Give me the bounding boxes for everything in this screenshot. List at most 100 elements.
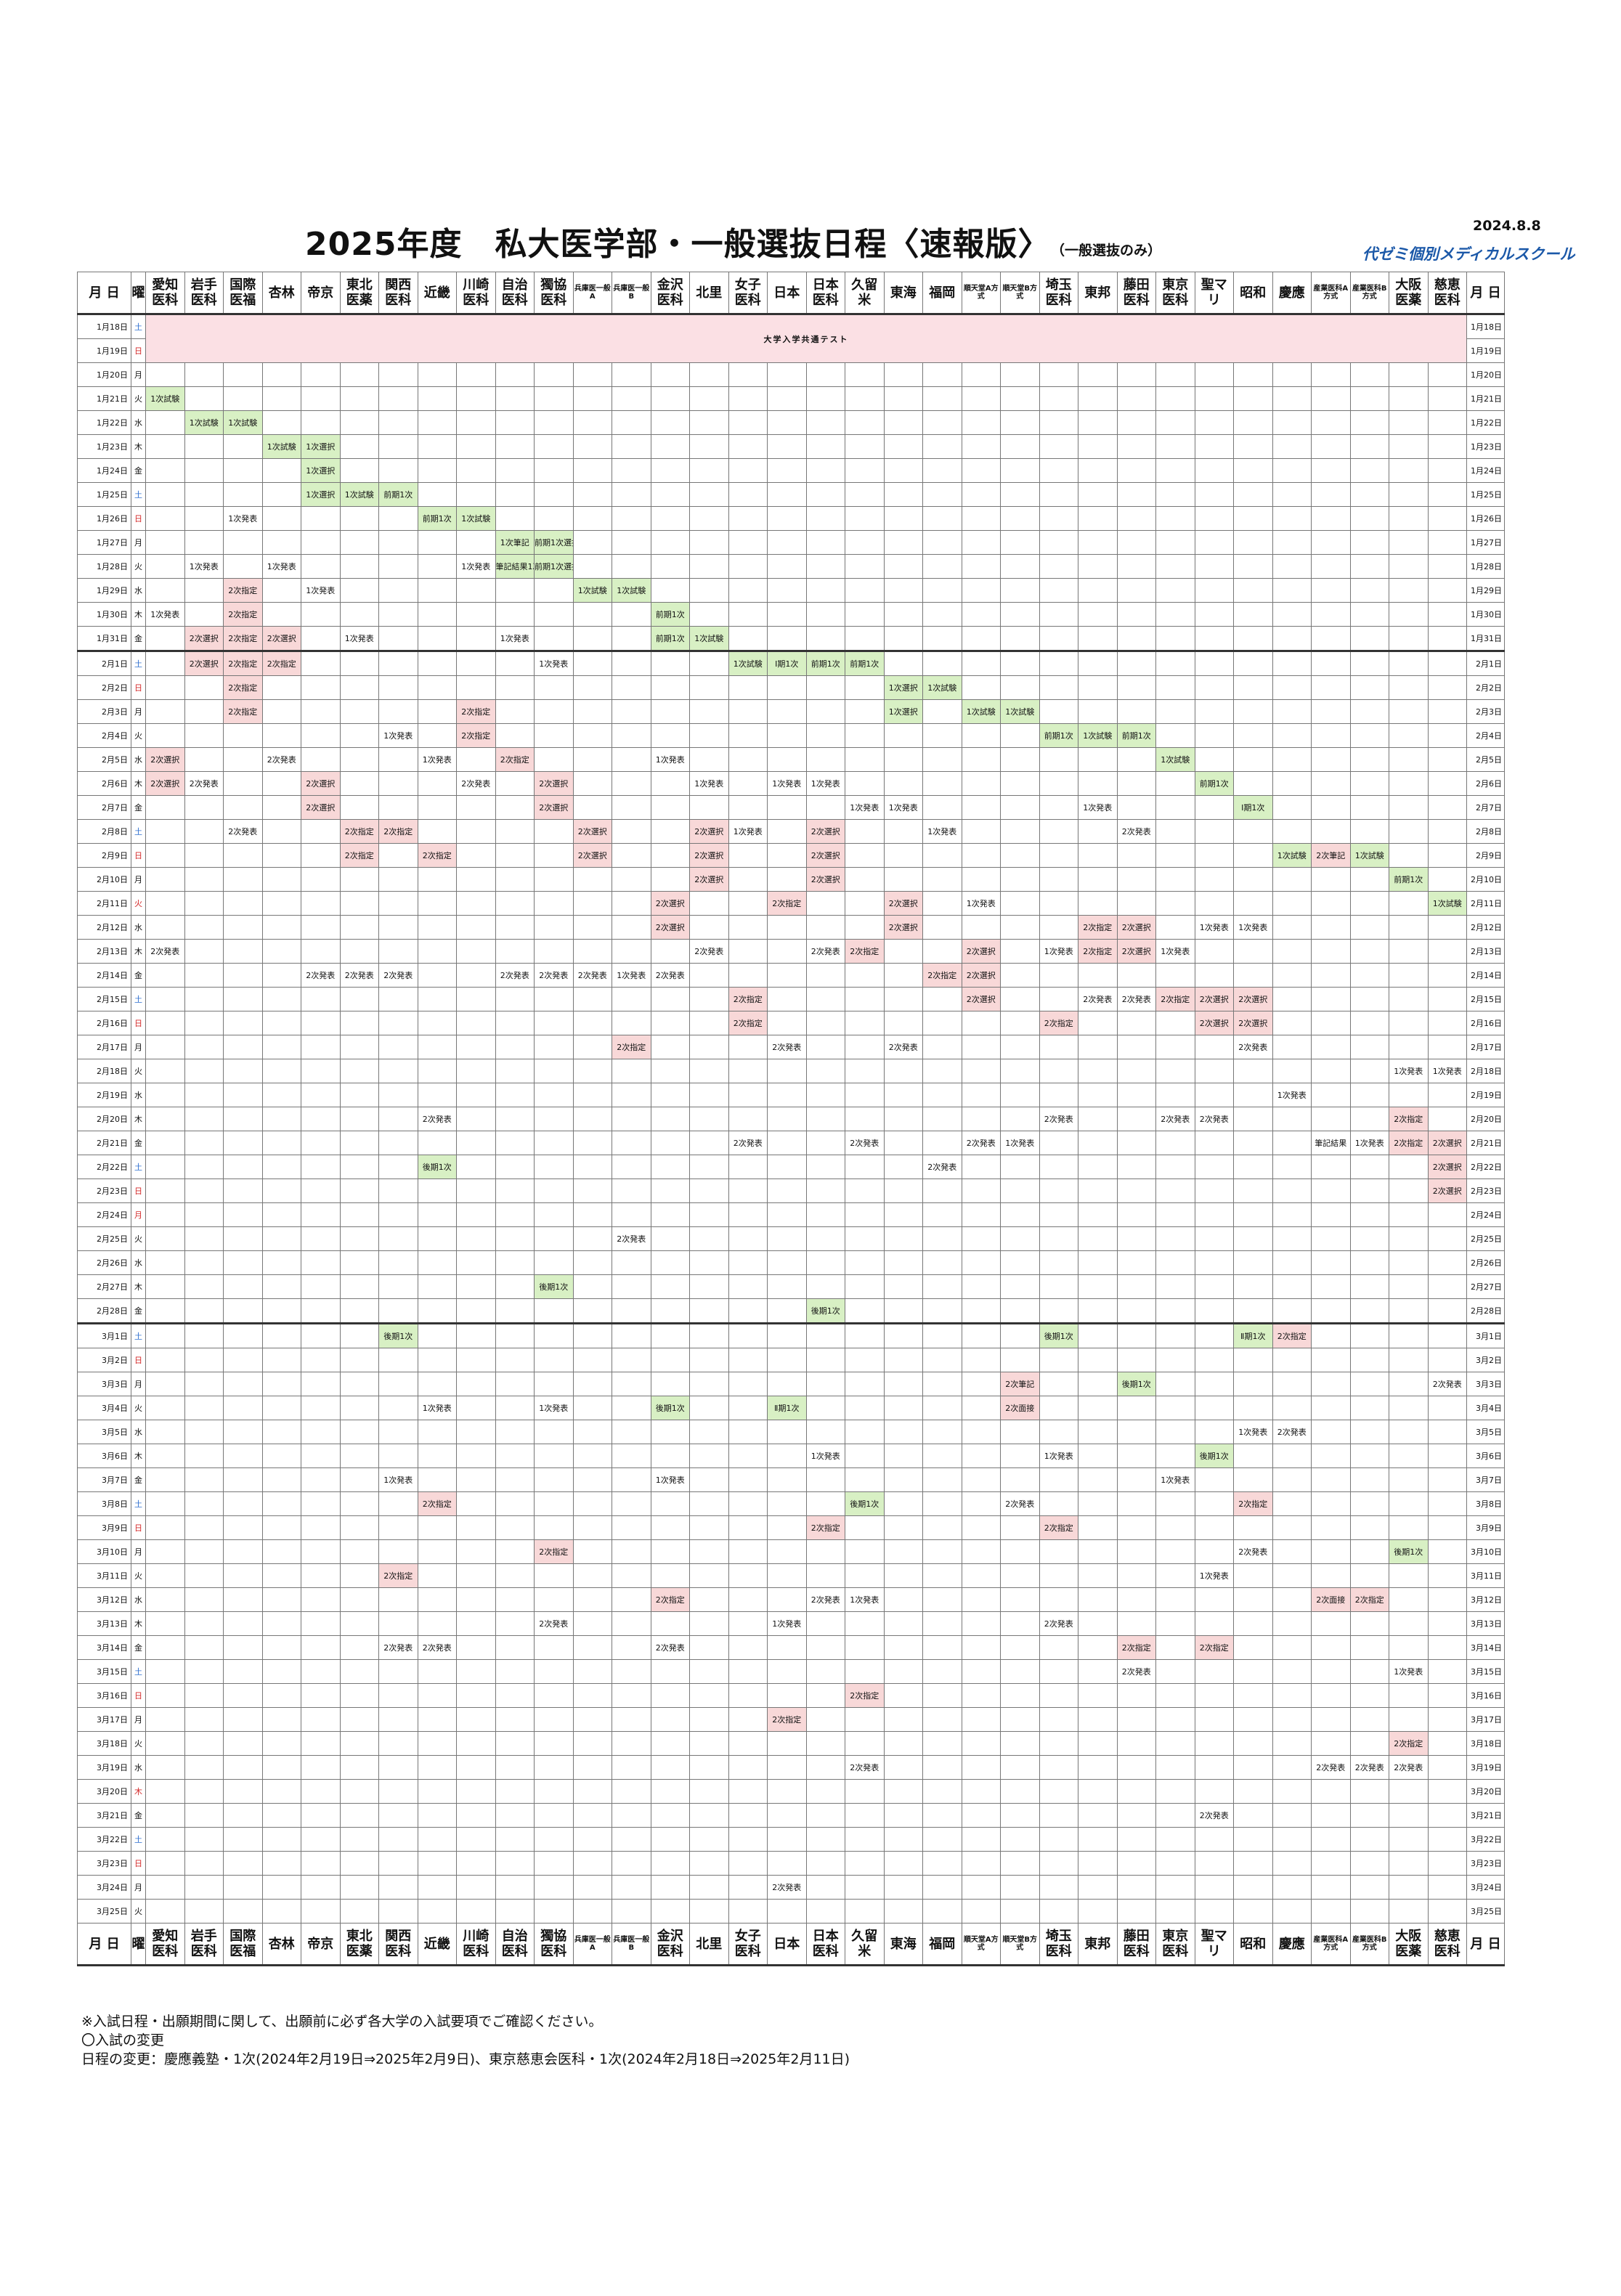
schedule-event: 1次試験 — [1155, 747, 1195, 772]
schedule-cell — [805, 530, 845, 555]
schedule-cell — [339, 675, 379, 700]
schedule-cell — [145, 1467, 185, 1492]
date-cell: 1月27日 — [77, 530, 131, 555]
schedule-cell — [339, 1011, 379, 1035]
schedule-cell — [184, 1827, 224, 1852]
table-row: 3月10日月 2次指定 2次発表 後期1次 3月10日 — [77, 1539, 1505, 1564]
schedule-cell — [534, 1202, 574, 1227]
header-school-33: 慈恵医科 — [1427, 272, 1467, 314]
schedule-cell — [1194, 1420, 1234, 1444]
date-cell-right: 2月12日 — [1466, 915, 1505, 940]
schedule-cell — [495, 602, 535, 627]
schedule-cell — [1039, 1779, 1078, 1804]
schedule-cell — [1272, 1348, 1312, 1372]
schedule-cell — [1427, 1467, 1467, 1492]
schedule-cell — [1427, 650, 1467, 676]
schedule-cell — [1039, 1298, 1078, 1324]
schedule-cell — [184, 1107, 224, 1131]
schedule-cell — [650, 578, 690, 603]
schedule-cell — [378, 1107, 418, 1131]
schedule-event: 2次選択 — [145, 747, 185, 772]
schedule-cell — [961, 1683, 1001, 1708]
schedule-cell — [689, 1107, 729, 1131]
schedule-cell — [301, 602, 341, 627]
schedule-cell — [417, 939, 457, 964]
schedule-cell — [1389, 963, 1429, 988]
schedule-cell — [1311, 867, 1351, 892]
schedule-cell — [223, 723, 263, 748]
schedule-cell — [1078, 482, 1118, 507]
schedule-cell — [339, 1515, 379, 1540]
schedule-cell — [612, 1779, 651, 1804]
schedule-cell — [1272, 699, 1312, 724]
schedule-cell — [689, 506, 729, 531]
schedule-cell — [1233, 963, 1273, 988]
schedule-cell — [922, 1707, 962, 1732]
schedule-cell — [572, 434, 612, 459]
schedule-cell — [1349, 650, 1389, 676]
schedule-cell — [378, 458, 418, 483]
date-cell: 3月3日 — [77, 1372, 131, 1396]
schedule-cell — [767, 1178, 807, 1203]
schedule-cell — [1349, 1444, 1389, 1468]
schedule-cell — [612, 1731, 651, 1756]
weekday-cell: 水 — [131, 1420, 146, 1444]
schedule-cell — [689, 1683, 729, 1708]
table-row: 2月6日木 2次選択 2次発表 2次選択 2次発表 2次選択 1次発表 1次発表 1次発表 前期1… — [77, 771, 1505, 796]
schedule-cell — [301, 1155, 341, 1179]
weekday-cell: 水 — [131, 1250, 146, 1275]
schedule-cell — [767, 1683, 807, 1708]
schedule-cell — [728, 1539, 768, 1564]
footer-school-19: 東海 — [883, 1923, 923, 1966]
header-date-label: 月 日 — [77, 272, 131, 314]
weekday-cell: 土 — [131, 482, 146, 507]
schedule-cell — [572, 1467, 612, 1492]
schedule-cell — [261, 699, 301, 724]
schedule-event: Ⅰ期1次 — [1233, 795, 1273, 820]
schedule-cell — [378, 1372, 418, 1396]
schedule-cell — [1349, 1250, 1389, 1275]
schedule-cell — [1116, 1827, 1156, 1852]
footer-school-23: 埼玉医科 — [1039, 1923, 1078, 1966]
schedule-cell — [845, 987, 885, 1011]
schedule-cell — [689, 650, 729, 676]
schedule-cell — [1116, 650, 1156, 676]
schedule-cell — [572, 1611, 612, 1636]
schedule-event: 1次発表 — [1389, 1659, 1429, 1684]
schedule-event: 2次発表 — [301, 963, 341, 988]
schedule-cell — [495, 362, 535, 387]
schedule-cell — [184, 675, 224, 700]
schedule-cell — [1349, 362, 1389, 387]
schedule-event: 1次試験 — [922, 675, 962, 700]
schedule-cell — [456, 1178, 496, 1203]
header-school-8: 川崎医科 — [456, 272, 496, 314]
schedule-event: 2次選択 — [805, 867, 845, 892]
schedule-cell — [650, 675, 690, 700]
schedule-cell — [1194, 554, 1234, 579]
schedule-cell — [805, 747, 845, 772]
schedule-cell — [883, 1178, 923, 1203]
date-cell: 2月4日 — [77, 723, 131, 748]
schedule-cell — [1389, 506, 1429, 531]
schedule-cell — [1389, 1611, 1429, 1636]
schedule-cell — [261, 1083, 301, 1107]
schedule-cell — [534, 1491, 574, 1516]
schedule-cell — [728, 699, 768, 724]
schedule-cell — [145, 987, 185, 1011]
schedule-cell — [1272, 530, 1312, 555]
schedule-cell — [612, 1467, 651, 1492]
header-school-10: 獨協医科 — [534, 272, 574, 314]
schedule-cell — [1311, 891, 1351, 916]
schedule-cell — [922, 1107, 962, 1131]
schedule-cell — [728, 1491, 768, 1516]
schedule-cell — [223, 1467, 263, 1492]
schedule-cell — [572, 1755, 612, 1780]
header-school-29: 慶應 — [1272, 272, 1312, 314]
schedule-cell — [184, 819, 224, 844]
schedule-cell — [145, 1298, 185, 1324]
schedule-cell — [145, 699, 185, 724]
schedule-cell — [922, 1563, 962, 1588]
schedule-cell — [650, 1611, 690, 1636]
schedule-cell — [1233, 554, 1273, 579]
schedule-cell — [261, 1420, 301, 1444]
